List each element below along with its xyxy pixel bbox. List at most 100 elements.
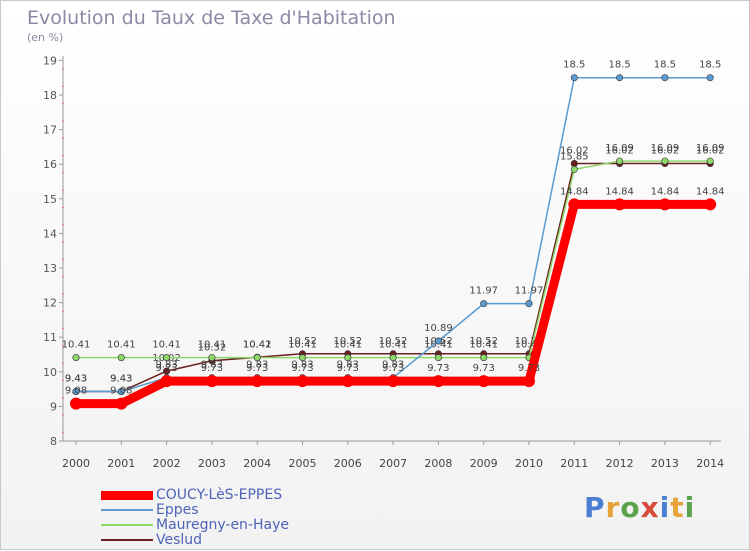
data-label: 9.83 <box>382 360 404 371</box>
x-tick-label: 2010 <box>515 457 543 470</box>
y-tick-label: 9 <box>50 400 57 413</box>
data-label: 16.02 <box>605 146 634 157</box>
data-label: 16.02 <box>560 146 589 157</box>
chart-title: Evolution du Taux de Taxe d'Habitation <box>27 7 396 29</box>
x-tick-label: 2014 <box>696 457 724 470</box>
data-label: 18.5 <box>608 60 630 71</box>
data-label: 10.41 <box>333 340 362 351</box>
data-point <box>525 300 533 308</box>
data-point <box>434 354 442 362</box>
data-point <box>568 198 581 211</box>
data-label: 10.52 <box>333 336 362 347</box>
data-point <box>706 157 714 165</box>
y-tick-label: 16 <box>43 158 57 171</box>
x-tick-label: 2009 <box>470 457 498 470</box>
data-point <box>616 74 624 82</box>
data-label: 10.32 <box>198 343 227 354</box>
data-label: 10.42 <box>243 339 272 350</box>
x-tick-label: 2001 <box>107 457 135 470</box>
data-point <box>704 198 717 211</box>
data-label: 10.41 <box>469 340 498 351</box>
data-label: 9.73 <box>473 363 495 374</box>
y-tick-label: 8 <box>50 435 57 448</box>
x-tick-label: 2002 <box>153 457 181 470</box>
x-tick-label: 2005 <box>289 457 317 470</box>
logo-letter: r <box>605 491 621 524</box>
data-point <box>432 375 445 388</box>
data-label: 9.43 <box>65 374 87 385</box>
legend-swatch <box>101 524 153 526</box>
x-tick-label: 2003 <box>198 457 226 470</box>
data-label: 18.5 <box>699 60 721 71</box>
x-tick-label: 2011 <box>560 457 588 470</box>
data-label: 10.52 <box>515 336 544 347</box>
data-point <box>253 354 261 362</box>
x-tick-label: 2006 <box>334 457 362 470</box>
data-point <box>160 375 173 388</box>
data-label: 9.73 <box>246 363 268 374</box>
data-label: 10.41 <box>379 340 408 351</box>
data-label: 9.73 <box>201 363 223 374</box>
data-label: 14.84 <box>605 186 634 197</box>
data-label: 9.83 <box>246 360 268 371</box>
data-label: 14.84 <box>560 186 589 197</box>
y-tick-label: 10 <box>43 366 57 379</box>
data-point <box>298 354 306 362</box>
data-point <box>616 157 624 165</box>
data-point <box>661 157 669 165</box>
legend-label: COUCY-LèS-EPPES <box>156 487 283 503</box>
data-label: 11.97 <box>515 286 544 297</box>
proxiti-logo: Proxiti <box>584 491 695 524</box>
data-point <box>387 375 400 388</box>
x-tick-label: 2013 <box>651 457 679 470</box>
data-point <box>72 354 80 362</box>
data-label: 9.83 <box>201 360 223 371</box>
x-tick-label: 2008 <box>424 457 452 470</box>
data-label: 10.41 <box>198 340 227 351</box>
data-point <box>341 375 354 388</box>
legend-label: Eppes <box>156 502 199 518</box>
legend-swatch <box>101 509 153 511</box>
data-label: 10.52 <box>288 336 317 347</box>
y-tick-label: 15 <box>43 193 57 206</box>
data-label: 15.85 <box>560 151 589 162</box>
data-point <box>344 354 352 362</box>
data-label: 10.41 <box>424 340 453 351</box>
logo-letter: o <box>620 491 641 524</box>
data-label: 9.08 <box>65 386 87 397</box>
data-label: 16.09 <box>696 143 725 154</box>
data-label: 9.83 <box>291 360 313 371</box>
data-label: 9.83 <box>337 360 359 371</box>
data-label: 9.73 <box>382 363 404 374</box>
data-label: 14.84 <box>696 186 725 197</box>
data-label: 10.41 <box>243 340 272 351</box>
data-point <box>251 375 264 388</box>
data-point <box>208 354 216 362</box>
data-point <box>72 388 80 396</box>
data-label: 10.52 <box>379 336 408 347</box>
data-label: 10.52 <box>469 336 498 347</box>
x-tick-label: 2007 <box>379 457 407 470</box>
data-point <box>115 397 128 410</box>
data-label: 9.73 <box>337 363 359 374</box>
y-tick-label: 12 <box>43 297 57 310</box>
data-point <box>480 300 488 308</box>
y-tick-label: 19 <box>43 54 57 67</box>
data-point <box>661 74 669 82</box>
y-unit-label: (en %) <box>27 31 64 44</box>
data-point <box>523 375 535 388</box>
logo-letter: x <box>640 491 660 524</box>
data-point <box>389 354 397 362</box>
data-label: 10.41 <box>152 340 181 351</box>
x-tick-label: 2004 <box>243 457 271 470</box>
y-tick-label: 14 <box>43 227 57 240</box>
data-label: 9.83 <box>155 360 177 371</box>
data-label: 16.02 <box>651 146 680 157</box>
data-label: 18.5 <box>563 60 585 71</box>
data-label: 9.73 <box>291 363 313 374</box>
data-label: 10.41 <box>515 340 544 351</box>
logo-letter: t <box>670 491 685 524</box>
y-tick-label: 18 <box>43 89 57 102</box>
